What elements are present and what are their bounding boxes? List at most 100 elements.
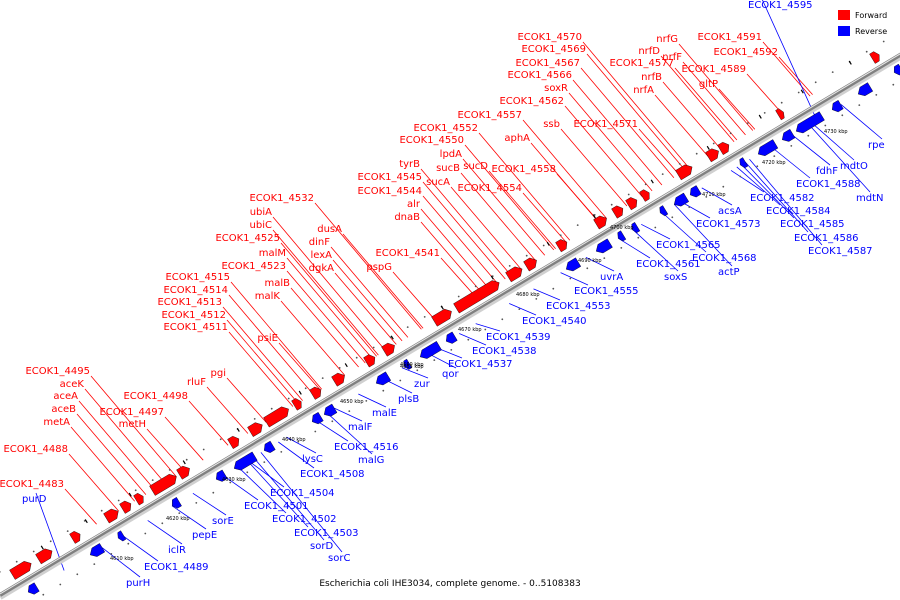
axis-dot xyxy=(331,420,334,423)
axis-dot xyxy=(508,265,511,267)
forward-gene-arrow xyxy=(705,148,719,163)
axis-dot xyxy=(552,287,555,290)
leader-line xyxy=(278,342,321,391)
feature-mark xyxy=(40,545,44,550)
gene-label: ECOK1_4540 xyxy=(522,316,587,327)
reverse-gene-arrow xyxy=(739,157,749,169)
gene-label: ECOK1_4502 xyxy=(272,514,337,525)
leader-line xyxy=(280,300,346,376)
axis-dot xyxy=(178,512,181,514)
axis-dot xyxy=(722,185,725,188)
axis-dot xyxy=(559,234,562,237)
legend: Forward Reverse xyxy=(838,10,887,36)
kbp-tick-label: 4700 kbp xyxy=(610,225,634,231)
axis-dot xyxy=(705,196,708,198)
feature-mark xyxy=(546,241,550,246)
leader-line xyxy=(342,233,424,329)
leader-line xyxy=(450,186,522,270)
leader-line xyxy=(568,92,653,192)
leader-line xyxy=(286,257,373,359)
legend-swatch xyxy=(838,10,850,20)
gene-label: ECOK1_4511 xyxy=(163,322,228,333)
gene-label: pgi xyxy=(211,368,226,379)
gene-label: dusA xyxy=(317,224,342,235)
axis-dot xyxy=(807,134,810,137)
forward-gene-arrow xyxy=(775,108,785,121)
forward-gene-arrow xyxy=(593,215,607,230)
leader-line xyxy=(252,456,325,541)
gene-label: ECOK1_4544 xyxy=(357,186,422,197)
reverse-gene-arrow xyxy=(375,371,392,386)
gene-label: tyrB xyxy=(399,159,420,170)
gene-label: rpe xyxy=(868,140,885,151)
forward-gene-arrow xyxy=(869,51,880,64)
kbp-tick-label: 4630 kbp xyxy=(222,477,246,483)
feature-mark xyxy=(390,335,394,340)
gene-label: qor xyxy=(442,369,459,380)
leader-line xyxy=(632,229,679,272)
gene-label: dgkA xyxy=(309,263,334,274)
leader-line xyxy=(230,281,323,390)
reverse-gene-arrow xyxy=(419,341,442,359)
gene-label: ECOK1_4512 xyxy=(161,310,226,321)
gene-label: ECOK1_4515 xyxy=(165,272,230,283)
leader-line xyxy=(278,441,315,469)
axis-dot xyxy=(110,553,113,555)
axis-dot xyxy=(892,83,895,86)
axis-dot xyxy=(49,540,52,543)
gene-label: ECOK1_4516 xyxy=(334,442,399,453)
feature-mark xyxy=(490,275,494,280)
axis-dot xyxy=(100,509,103,512)
feature-mark xyxy=(344,363,348,368)
gene-label: nrfB xyxy=(641,72,662,83)
leader-line xyxy=(228,294,314,395)
reverse-gene-arrow xyxy=(263,440,276,453)
gene-label: gltP xyxy=(699,79,718,90)
leader-line xyxy=(222,474,259,501)
gene-label: ubiC xyxy=(250,220,272,231)
axis-dot xyxy=(518,308,521,310)
gene-label: nrfA xyxy=(633,85,654,96)
axis-dot xyxy=(59,583,62,586)
leader-line xyxy=(422,181,506,280)
leader-line xyxy=(401,367,429,379)
gene-label: sorD xyxy=(310,541,333,552)
forward-gene-arrow xyxy=(9,561,32,580)
leader-line xyxy=(778,56,813,95)
axis-dot xyxy=(185,458,188,461)
gene-label: ECOK1_4483 xyxy=(0,479,64,490)
axis-dot xyxy=(865,50,868,53)
gene-label: ECOK1_4566 xyxy=(507,70,572,81)
leader-line xyxy=(791,133,831,166)
gene-label: soxR xyxy=(544,83,568,94)
gene-label: malK xyxy=(255,291,281,302)
forward-gene-arrow xyxy=(431,308,452,327)
axis-dot xyxy=(450,349,453,351)
axis-dot xyxy=(76,573,79,576)
reverse-gene-arrow xyxy=(893,63,900,76)
leader-line xyxy=(78,400,155,490)
axis-dot xyxy=(780,101,783,104)
gene-label: alr xyxy=(407,199,421,210)
forward-gene-arrow xyxy=(291,398,302,411)
leader-line xyxy=(674,67,738,141)
forward-gene-arrow xyxy=(119,500,132,514)
axis-dot xyxy=(280,451,283,453)
gene-label: malG xyxy=(358,455,384,466)
leader-line xyxy=(464,144,555,251)
leader-line xyxy=(661,211,707,253)
leader-line xyxy=(459,333,487,346)
gene-label: ubiA xyxy=(250,207,272,218)
axis-dot xyxy=(202,448,205,451)
leader-line xyxy=(509,303,537,316)
gene-label: ECOK1_4501 xyxy=(244,501,309,512)
reverse-gene-arrow xyxy=(27,582,40,595)
gene-label: ECOK1_4552 xyxy=(413,123,478,134)
leader-line xyxy=(84,388,166,484)
gene-label: ECOK1_4568 xyxy=(692,253,757,264)
gene-label: mdtN xyxy=(856,193,884,204)
gene-label: psiE xyxy=(257,333,278,344)
leader-line xyxy=(332,259,403,342)
reverse-gene-arrow xyxy=(757,139,779,157)
gene-label: ECOK1_4589 xyxy=(681,64,746,75)
